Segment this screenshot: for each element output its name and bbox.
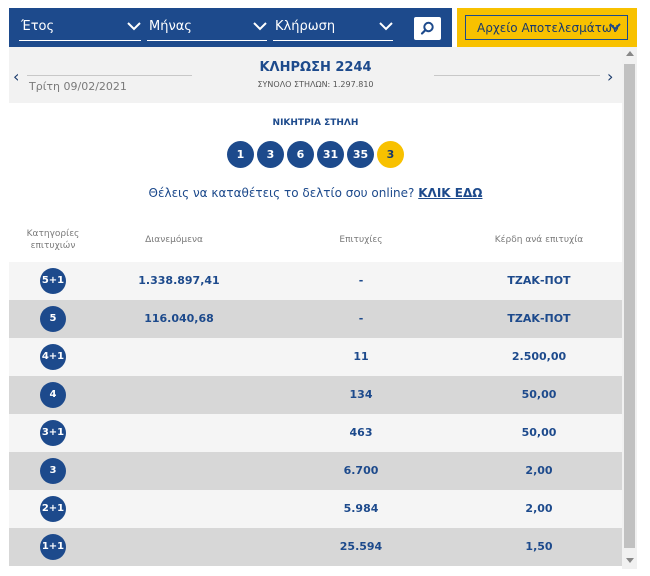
scrollbar-thumb[interactable] xyxy=(624,64,635,548)
wins-value: 463 xyxy=(349,426,373,439)
divider xyxy=(434,75,600,76)
distributed-value: 116.040,68 xyxy=(144,312,214,325)
category-badge: 1+1 xyxy=(40,534,66,560)
category-badge: 3 xyxy=(40,458,66,484)
prize-value: 1,50 xyxy=(525,540,553,553)
previous-draw-button[interactable]: ‹ xyxy=(13,67,20,86)
wins-value: 134 xyxy=(349,388,373,401)
month-select[interactable]: Μήνας xyxy=(147,18,267,41)
online-ticket-link[interactable]: ΚΛΙΚ ΕΔΩ xyxy=(418,186,483,200)
table-row: 5 116.040,68 - ΤΖΑΚ-ΠΟΤ xyxy=(9,300,622,338)
total-columns: ΣΥΝΟΛΟ ΣΤΗΛΩΝ: 1.297.810 xyxy=(257,80,374,89)
category-badge: 2+1 xyxy=(40,496,66,522)
table-row: 5+1 1.338.897,41 - ΤΖΑΚ-ΠΟΤ xyxy=(9,262,622,300)
results-panel: ‹ Τρίτη 09/02/2021 ΚΛΗΡΩΣΗ 2244 ΣΥΝΟΛΟ Σ… xyxy=(9,47,637,569)
chevron-down-icon xyxy=(609,23,621,31)
next-draw-button[interactable]: › xyxy=(607,67,614,86)
winning-number-ball: 1 xyxy=(227,141,254,168)
month-select-label: Μήνας xyxy=(149,19,192,34)
prize-value: 2,00 xyxy=(525,502,553,515)
search-button[interactable] xyxy=(414,17,441,40)
wins-value: 25.594 xyxy=(339,540,383,553)
online-ticket-prompt: Θέλεις να καταθέτεις το δελτίο σου onlin… xyxy=(9,186,622,200)
archive-select-box: Αρχείο Αποτελεσμάτων xyxy=(465,15,628,40)
year-select[interactable]: Έτος xyxy=(19,18,141,41)
category-badge: 4+1 xyxy=(40,344,66,370)
archive-select[interactable]: Αρχείο Αποτελεσμάτων xyxy=(457,8,637,47)
draw-select-label: Κλήρωση xyxy=(275,19,336,34)
archive-select-label: Αρχείο Αποτελεσμάτων xyxy=(477,21,619,35)
table-row: 4 134 50,00 xyxy=(9,376,622,414)
draw-title: ΚΛΗΡΩΣΗ 2244 xyxy=(259,60,372,75)
year-select-label: Έτος xyxy=(21,19,55,34)
winning-number-ball: 6 xyxy=(287,141,314,168)
vertical-scrollbar[interactable] xyxy=(622,47,637,569)
scroll-down-arrow-icon[interactable] xyxy=(626,558,634,563)
prize-value: 2.500,00 xyxy=(511,350,567,363)
header-prize: Κέρδη ανά επιτυχία xyxy=(494,235,584,245)
winning-column-label: ΝΙΚΗΤΡΙΑ ΣΤΗΛΗ xyxy=(272,118,359,128)
draw-select[interactable]: Κλήρωση xyxy=(273,18,393,41)
header-categories-line1: Κατηγορίες xyxy=(26,229,80,239)
wins-value: 6.700 xyxy=(343,464,379,477)
winning-number-ball: 3 xyxy=(257,141,284,168)
wins-value: 11 xyxy=(353,350,369,363)
winning-number-ball: 35 xyxy=(347,141,374,168)
header-categories: Κατηγορίες επιτυχιών xyxy=(17,228,89,252)
prize-value: ΤΖΑΚ-ΠΟΤ xyxy=(507,274,571,287)
divider xyxy=(27,75,192,76)
prize-value: 2,00 xyxy=(525,464,553,477)
chevron-down-icon xyxy=(253,22,267,31)
category-badge: 4 xyxy=(40,382,66,408)
chevron-down-icon xyxy=(379,22,393,31)
header-wins: Επιτυχίες xyxy=(339,235,383,245)
table-row: 3+1 463 50,00 xyxy=(9,414,622,452)
table-row: 4+1 11 2.500,00 xyxy=(9,338,622,376)
table-row: 1+1 25.594 1,50 xyxy=(9,528,622,566)
joker-number-ball: 3 xyxy=(377,141,404,168)
filter-bar: Έτος Μήνας Κλήρωση xyxy=(9,8,452,47)
category-badge: 5+1 xyxy=(40,268,66,294)
category-badge: 3+1 xyxy=(40,420,66,446)
prize-value: 50,00 xyxy=(521,426,557,439)
prize-value: 50,00 xyxy=(521,388,557,401)
wins-value: - xyxy=(358,274,364,287)
search-icon xyxy=(420,21,434,35)
chevron-down-icon xyxy=(127,22,141,31)
header-distributed: Διανεμόμενα xyxy=(145,235,203,245)
header-categories-line2: επιτυχιών xyxy=(30,241,76,251)
draw-date: Τρίτη 09/02/2021 xyxy=(29,80,127,93)
scroll-up-arrow-icon[interactable] xyxy=(626,51,634,56)
distributed-value: 1.338.897,41 xyxy=(138,274,220,287)
draw-header: ‹ Τρίτη 09/02/2021 ΚΛΗΡΩΣΗ 2244 ΣΥΝΟΛΟ Σ… xyxy=(9,47,622,103)
table-row: 3 6.700 2,00 xyxy=(9,452,622,490)
category-badge: 5 xyxy=(40,306,66,332)
table-row: 2+1 5.984 2,00 xyxy=(9,490,622,528)
wins-value: 5.984 xyxy=(343,502,379,515)
online-ticket-text: Θέλεις να καταθέτεις το δελτίο σου onlin… xyxy=(148,186,415,200)
winning-number-ball: 31 xyxy=(317,141,344,168)
prize-value: ΤΖΑΚ-ΠΟΤ xyxy=(507,312,571,325)
table-header: Κατηγορίες επιτυχιών Διανεμόμενα Επιτυχί… xyxy=(9,222,622,262)
wins-value: - xyxy=(358,312,364,325)
